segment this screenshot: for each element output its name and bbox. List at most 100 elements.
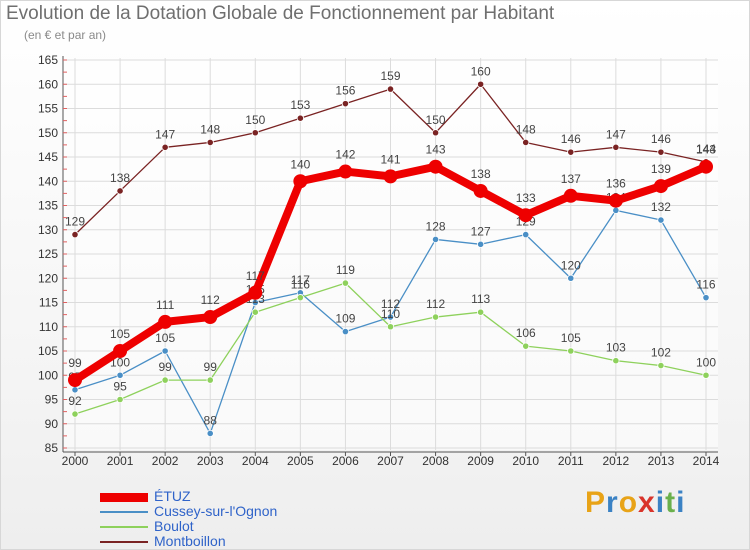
data-point [477,308,485,316]
data-point [522,231,530,239]
data-label: 103 [606,341,626,355]
brand-letter: P [585,486,607,519]
data-label: 92 [68,394,82,408]
data-point [653,179,668,194]
data-point [567,148,575,156]
data-label: 127 [471,224,491,238]
data-label: 142 [335,148,355,162]
x-tick-label: 2013 [648,454,675,468]
legend-swatch [100,541,148,543]
data-point [206,429,214,438]
data-point [161,376,169,384]
data-point [341,279,350,287]
data-point [251,308,259,316]
chart-subtitle: (en € et par an) [24,28,107,42]
data-label: 147 [606,127,626,141]
data-point [116,187,124,195]
y-tick-label: 140 [38,174,58,188]
data-label: 88 [204,413,218,427]
legend-item: Cussey-sur-l'Ognon [100,504,277,519]
data-label: 140 [290,157,310,171]
data-label: 119 [336,263,355,277]
data-label: 111 [156,298,175,312]
data-label: 156 [335,84,355,98]
data-label: 150 [245,113,265,127]
x-tick-label: 2012 [603,454,630,468]
data-label: 99 [68,356,82,370]
data-label: 143 [696,143,716,157]
data-point [158,314,173,329]
y-tick-label: 160 [38,77,58,91]
data-point [341,100,350,108]
data-point [657,216,665,224]
data-label: 153 [290,98,310,112]
data-label: 146 [651,132,671,146]
legend-label: Montboillon [154,533,226,549]
data-point [431,129,440,137]
data-point [702,371,710,379]
data-label: 117 [291,273,310,287]
data-point [657,148,665,156]
x-tick-label: 2003 [197,454,224,468]
x-tick-label: 2007 [377,454,404,468]
data-label: 129 [65,215,85,229]
data-point [338,164,353,179]
data-point [386,323,395,331]
data-label: 133 [516,191,536,205]
data-point [68,373,82,388]
y-tick-label: 125 [38,247,58,261]
data-label: 117 [246,269,265,283]
data-point [296,294,304,302]
data-point [161,143,169,151]
x-tick-label: 2008 [422,454,449,468]
data-label: 95 [113,380,127,394]
data-point [477,240,485,248]
data-point [251,129,259,137]
data-point [116,371,124,379]
data-point [477,80,485,88]
legend-label: Cussey-sur-l'Ognon [154,503,278,519]
x-tick-label: 2009 [467,454,494,468]
y-tick-label: 110 [39,320,58,334]
series-boulot: 9295999911311611911011211310610510310210… [68,263,716,418]
data-point [383,169,398,184]
legend-item: ÉTUZ [100,489,277,504]
data-point [203,310,218,325]
data-point [473,183,488,198]
data-point [71,231,79,239]
data-label: 147 [155,127,175,141]
data-point [428,159,443,174]
data-label: 112 [201,293,220,307]
data-label: 141 [380,152,400,166]
data-label: 148 [516,122,536,136]
data-point [293,174,308,189]
data-point [431,235,440,244]
data-point [518,208,533,223]
data-point [563,188,578,203]
y-tick-label: 105 [38,344,58,358]
data-label: 139 [651,162,671,176]
data-point [206,376,214,384]
x-tick-label: 2011 [558,454,584,468]
x-tick-label: 2001 [107,454,134,468]
data-point [116,395,124,404]
data-label: 113 [471,292,490,306]
data-label: 102 [651,346,671,360]
x-tick-label: 2005 [287,454,314,468]
y-tick-label: 145 [38,150,58,164]
y-tick-label: 165 [38,53,58,67]
brand-letter: i [676,486,686,519]
data-label: 148 [200,122,220,136]
data-point [567,274,575,282]
data-label: 105 [561,331,581,345]
brand-letter: x [638,486,656,519]
data-point [206,138,214,147]
legend-swatch [100,526,148,528]
data-label: 112 [381,297,400,311]
legend-swatch [100,492,148,502]
data-label: 128 [426,219,446,233]
data-point [431,313,440,321]
legend-label: ÉTUZ [154,488,191,504]
data-point [386,85,395,93]
data-point [608,193,623,208]
